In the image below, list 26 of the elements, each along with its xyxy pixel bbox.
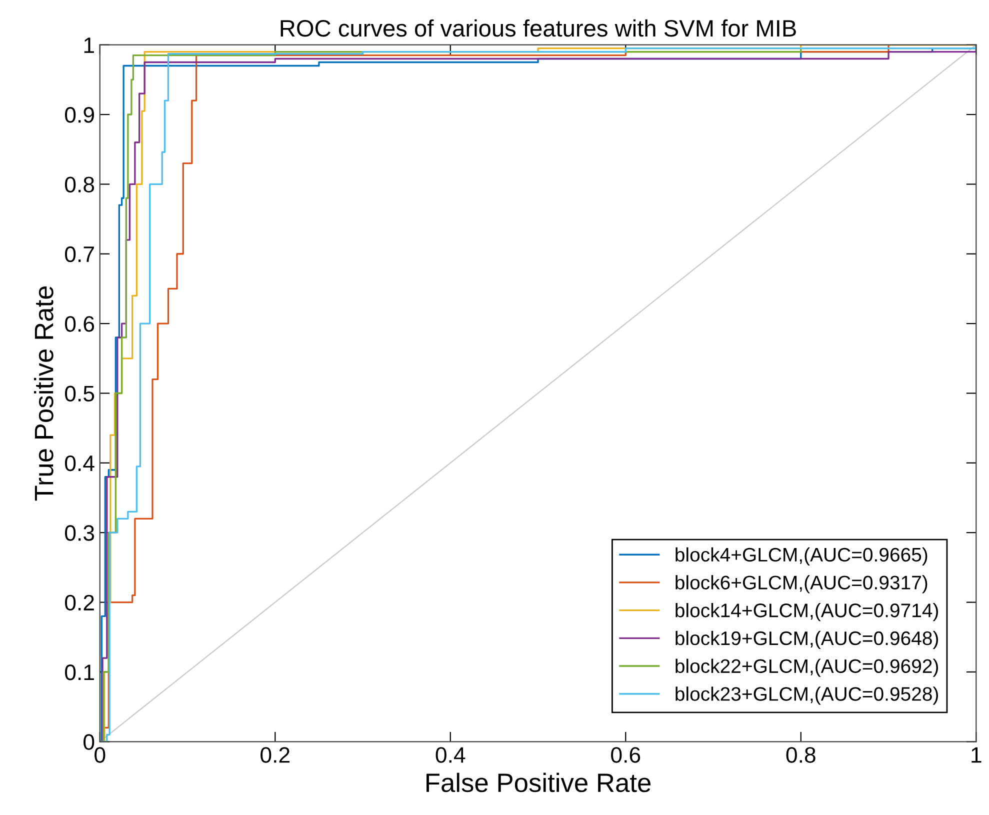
y-tick-label: 0.5 [65, 386, 94, 402]
legend-label: block23+GLCM,(AUC=0.9528) [676, 686, 938, 705]
chart-title: ROC curves of various features with SVM for MIB [280, 19, 796, 37]
y-tick-label: 0.2 [65, 594, 94, 611]
y-tick-label: 0.1 [65, 664, 94, 680]
y-tick-label: 0.6 [65, 316, 94, 332]
x-tick-label: 0.8 [786, 747, 816, 763]
y-tick-label: 0.9 [65, 107, 94, 123]
legend-label: block4+GLCM,(AUC=0.9665) [676, 547, 928, 566]
y-tick-label: 1 [84, 38, 94, 53]
legend-label: block6+GLCM,(AUC=0.9317) [676, 575, 928, 594]
legend-label: block19+GLCM,(AUC=0.9648) [676, 630, 938, 649]
y-tick-label: 0.4 [65, 455, 94, 472]
x-tick-label: 0.4 [436, 747, 466, 763]
x-tick-label: 0 [94, 747, 106, 763]
legend-label: block22+GLCM,(AUC=0.9692) [676, 658, 938, 677]
x-tick-label: 0.2 [260, 747, 290, 763]
y-tick-label: 0.7 [65, 246, 94, 262]
x-axis-title: False Positive Rate [426, 772, 651, 792]
y-tick-label: 0.3 [65, 525, 94, 541]
y-tick-label: 0.8 [65, 176, 94, 192]
x-tick-label: 1 [972, 747, 982, 763]
y-axis-title: True Positive Rate [34, 286, 54, 501]
legend-label: block14+GLCM,(AUC=0.9714) [676, 603, 938, 622]
x-tick-label: 0.6 [611, 747, 640, 763]
y-tick-label: 0 [84, 734, 94, 750]
